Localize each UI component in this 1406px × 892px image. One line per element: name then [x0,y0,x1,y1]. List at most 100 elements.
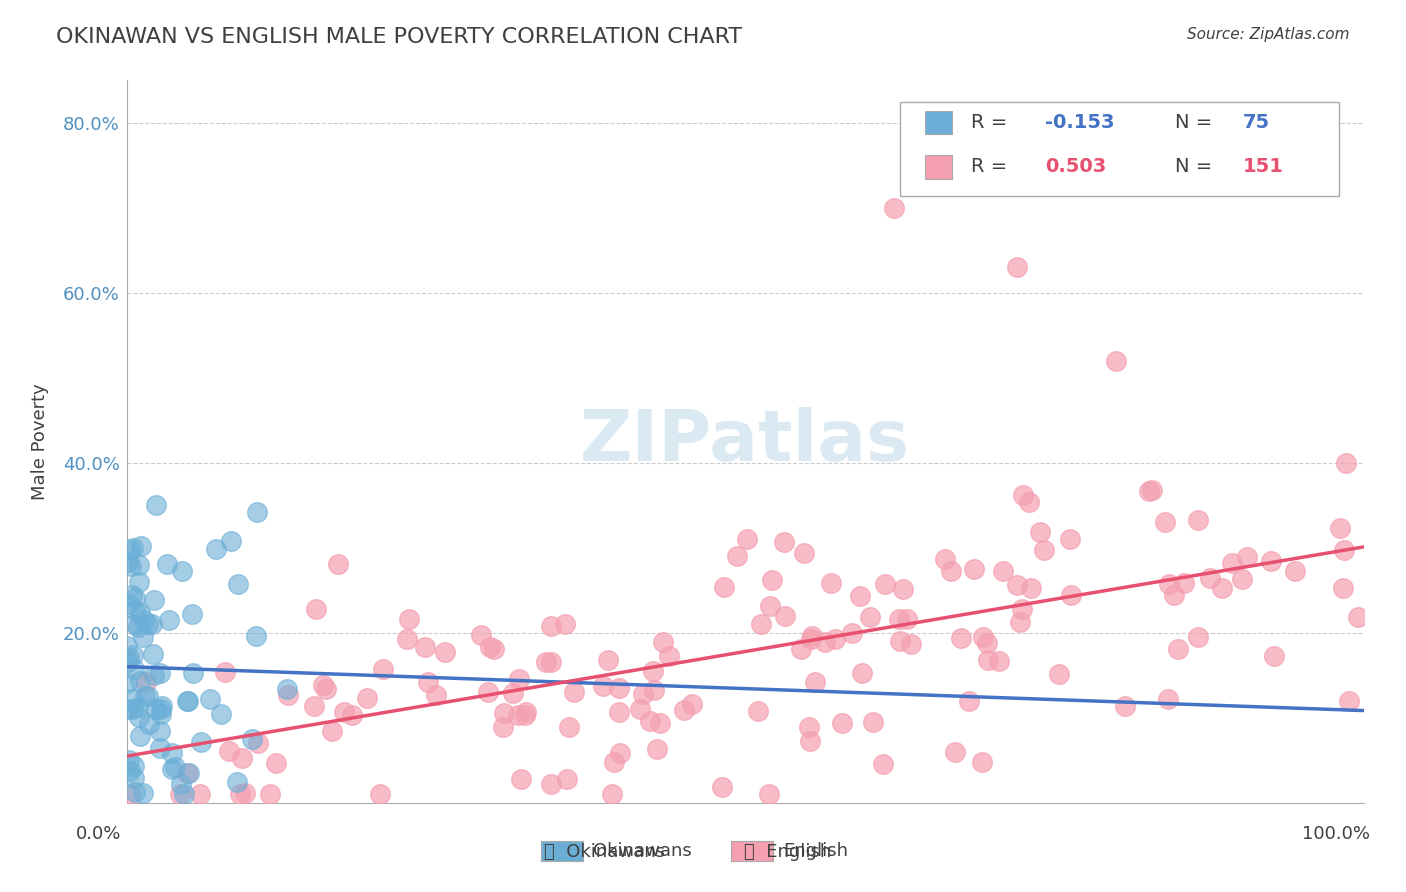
Point [1232,572,1254,586]
Point [302,698,325,713]
Point [883,201,905,215]
Point [1137,484,1160,499]
Point [959,694,981,708]
Text: R =: R = [972,112,1014,132]
Point [149,702,172,716]
Point [177,694,200,708]
Point [554,616,576,631]
Point [900,637,922,651]
Point [759,599,782,614]
Point [1166,641,1188,656]
Point [1011,601,1033,615]
Point [226,774,249,789]
Point [1114,698,1136,713]
Point [643,683,665,698]
Point [118,753,141,767]
Point [141,616,163,631]
Point [120,558,142,573]
Point [129,539,152,553]
Point [987,654,1010,668]
Text: 75: 75 [1243,112,1270,132]
Point [972,631,994,645]
Text: OKINAWAN VS ENGLISH MALE POVERTY CORRELATION CHART: OKINAWAN VS ENGLISH MALE POVERTY CORRELA… [56,27,742,46]
Point [356,691,378,706]
Point [117,676,139,690]
Point [129,729,152,743]
Point [643,664,665,678]
Point [1173,575,1195,590]
Point [508,673,530,687]
Point [118,787,141,801]
Point [658,648,681,663]
Point [132,613,155,627]
Point [797,721,820,735]
Point [1047,667,1070,681]
Point [127,619,149,633]
Point [824,632,846,646]
Point [492,720,515,734]
Text: 0.503: 0.503 [1045,158,1107,177]
Point [134,689,156,703]
Point [492,706,515,720]
Point [645,741,668,756]
Point [149,741,172,756]
Point [889,634,911,648]
Point [128,558,150,573]
Point [725,549,748,563]
Point [862,715,884,730]
Point [943,745,966,759]
Point [162,762,184,776]
Point [181,607,204,622]
Point [122,772,145,786]
Point [1347,610,1369,624]
Point [226,576,249,591]
Point [1157,692,1180,706]
Point [157,613,180,627]
Point [128,709,150,723]
Point [122,648,145,662]
Point [398,612,420,626]
Point [600,787,623,801]
Point [321,723,343,738]
Point [276,681,298,696]
Point [859,610,882,624]
Point [891,582,914,597]
Point [1033,542,1056,557]
Point [540,655,562,669]
FancyBboxPatch shape [925,155,952,178]
Point [181,665,204,680]
Point [170,564,193,578]
Point [214,665,236,680]
Text: ZIPatlas: ZIPatlas [581,407,910,476]
Point [799,734,821,748]
Point [231,751,253,765]
Point [128,574,150,589]
Point [176,694,198,708]
Point [761,573,783,587]
Point [136,690,159,704]
Point [773,534,796,549]
Point [1329,521,1351,535]
Point [122,759,145,773]
Point [121,702,143,716]
Point [607,681,630,695]
Point [1105,353,1128,368]
Point [124,591,146,606]
Point [873,576,896,591]
Point [972,755,994,769]
Point [118,651,141,665]
Point [312,678,335,692]
Point [176,766,198,780]
Point [713,580,735,594]
Point [277,689,299,703]
Point [682,697,704,711]
Point [117,655,139,669]
Point [607,705,630,719]
Point [1018,495,1040,509]
Point [1028,524,1050,539]
Point [1236,550,1258,565]
Point [124,784,146,798]
Point [143,593,166,607]
Point [950,631,973,645]
Point [121,692,143,706]
